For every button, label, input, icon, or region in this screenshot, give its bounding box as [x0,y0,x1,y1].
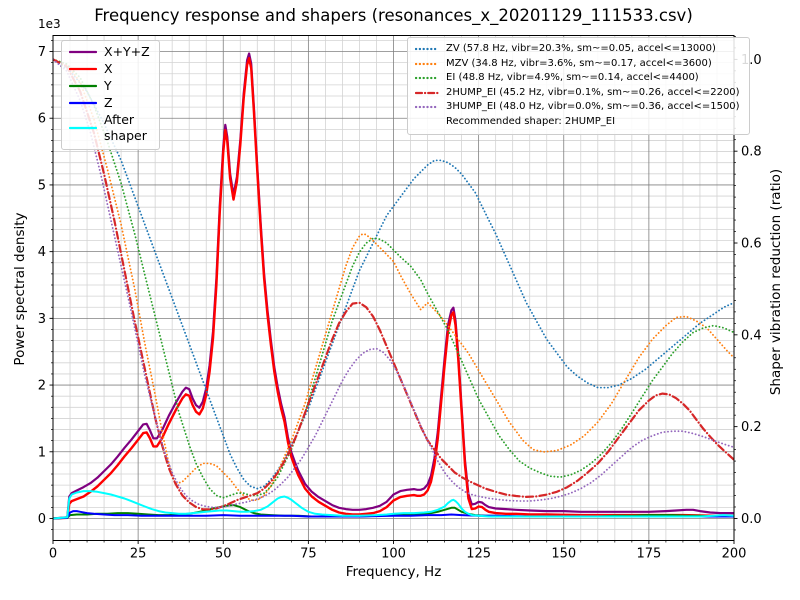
y-axis-label-left: Power spectral density [12,212,28,366]
y-left-tick-label: 4 [38,245,46,260]
x-tick-label: 150 [551,547,576,562]
legend-line-swatch [69,85,97,88]
series-after-shaper-psd [53,490,734,520]
series-zv-shaper [53,58,734,490]
x-tick-label: 125 [466,547,491,562]
series-x-psd [53,57,734,520]
legend-item-label: X [104,60,113,76]
x-tick-label: 200 [722,547,747,562]
legend-item-label: 2HUMP_EI (45.2 Hz, vibr=0.1%, sm~=0.26, … [446,86,740,98]
legend-item-z: Z [69,95,150,112]
series-mzv-shaper [53,58,734,502]
x-tick-label: 100 [381,547,406,562]
legend-line-swatch [415,62,439,65]
y-right-tick-label: 0.2 [741,420,762,435]
series-2hump-ei-shaper [53,58,734,511]
legend-line-swatch [415,91,439,94]
legend-item-label: Z [104,94,113,110]
legend-line-swatch [69,68,97,71]
legend-line-swatch [415,48,439,51]
y-right-tick-label: 0.6 [741,237,762,252]
legend-item-y: Y [69,78,150,95]
legend-item-2hump-ei: 2HUMP_EI (45.2 Hz, vibr=0.1%, sm~=0.26, … [415,86,740,101]
y-left-tick-label: 1 [38,445,46,460]
legend-item-label: After shaper [104,111,147,144]
legend-line-swatch [415,106,439,109]
y-right-tick-label: 0.0 [741,512,762,527]
legend-item-ei: EI (48.8 Hz, vibr=4.9%, sm~=0.14, accel<… [415,71,740,86]
series-x-plus-y-plus-z-psd [53,52,734,520]
x-axis-label: Frequency, Hz [345,564,442,580]
y-right-tick-label: 0.4 [741,328,762,343]
legend-item-zv: ZV (57.8 Hz, vibr=20.3%, sm~=0.05, accel… [415,42,740,57]
legend-psd: X+Y+Z X Y Z After shaper [61,40,160,151]
legend-item-after-shaper: After shaper [69,112,150,146]
legend-line-swatch [415,77,439,80]
legend-line-swatch [69,51,97,54]
y-left-tick-label: 5 [38,178,46,193]
legend-item-label: Y [104,77,112,93]
y-left-tick-label: 7 [38,45,46,60]
y-left-tick-label: 6 [38,112,46,127]
y-left-tick-label: 2 [38,379,46,394]
legend-item-label: EI (48.8 Hz, vibr=4.9%, sm~=0.14, accel<… [446,72,699,83]
legend-item-mzv: MZV (34.8 Hz, vibr=3.6%, sm~=0.17, accel… [415,57,740,72]
legend-item-3hump-ei: 3HUMP_EI (48.0 Hz, vibr=0.0%, sm~=0.36, … [415,100,740,115]
x-tick-label: 50 [215,547,232,562]
legend-item-x+y+z: X+Y+Z [69,44,150,61]
legend-item-label: X+Y+Z [104,44,150,59]
x-tick-label: 175 [636,547,661,562]
chart-title: Frequency response and shapers (resonanc… [94,6,693,25]
series-3hump-ei-shaper [53,58,734,509]
series-ei-shaper [53,58,734,499]
legend-item-x: X [69,61,150,78]
y-axis-offset-text: 1e3 [38,17,61,31]
legend-note-text: Recommended shaper: 2HUMP_EI [446,115,616,127]
x-tick-label: 75 [300,547,317,562]
legend-item-label: MZV (34.8 Hz, vibr=3.6%, sm~=0.17, accel… [446,57,712,69]
y-left-tick-label: 0 [38,512,46,527]
legend-note: Recommended shaper: 2HUMP_EI [415,115,740,130]
legend-line-swatch [69,101,97,105]
legend-line-swatch [69,127,97,130]
x-tick-label: 0 [49,547,57,562]
legend-shapers: ZV (57.8 Hz, vibr=20.3%, sm~=0.05, accel… [407,37,750,135]
legend-item-label: ZV (57.8 Hz, vibr=20.3%, sm~=0.05, accel… [446,43,716,54]
legend-item-label: 3HUMP_EI (48.0 Hz, vibr=0.0%, sm~=0.36, … [446,101,740,112]
y-left-tick-label: 3 [38,312,46,327]
y-axis-label-right: Shaper vibration reduction (ratio) [768,168,784,396]
x-tick-label: 25 [130,547,147,562]
y-right-tick-label: 0.8 [741,145,762,160]
